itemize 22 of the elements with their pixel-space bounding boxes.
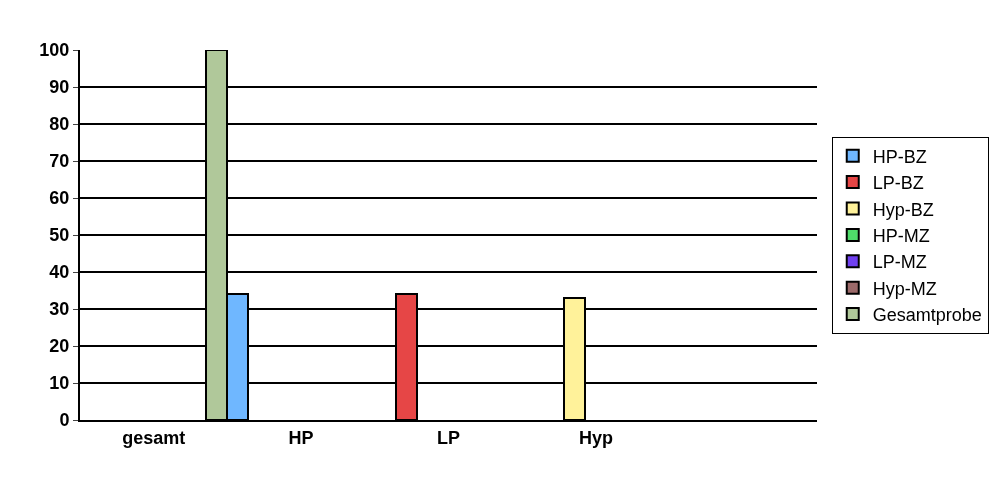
- y-tick-label: 100: [39, 40, 70, 61]
- legend-label: LP-MZ: [872, 252, 927, 273]
- y-tick-label: 0: [59, 410, 70, 431]
- y-tick-label: 50: [49, 225, 70, 246]
- legend-label: LP-BZ: [872, 173, 924, 194]
- y-tick-label: 20: [49, 336, 70, 357]
- legend-label: HP-MZ: [872, 225, 930, 246]
- x-tick-label: LP: [436, 427, 461, 448]
- legend-label: Hyp-MZ: [872, 278, 937, 299]
- x-tick-label: gesamt: [122, 427, 186, 448]
- legend-label: HP-BZ: [872, 146, 927, 167]
- x-tick-label: Hyp: [578, 427, 613, 448]
- y-tick-label: 70: [49, 151, 70, 172]
- y-tick-label: 30: [49, 299, 70, 320]
- legend-label: Gesamtprobe: [872, 305, 982, 326]
- y-tick-label: 80: [49, 114, 70, 135]
- y-tick-label: 40: [49, 262, 70, 283]
- y-tick-label: 60: [49, 188, 70, 209]
- y-tick-label: 90: [49, 77, 70, 98]
- x-tick-label: HP: [288, 427, 314, 448]
- y-tick-label: 10: [49, 373, 70, 394]
- legend-label: Hyp-BZ: [872, 199, 934, 220]
